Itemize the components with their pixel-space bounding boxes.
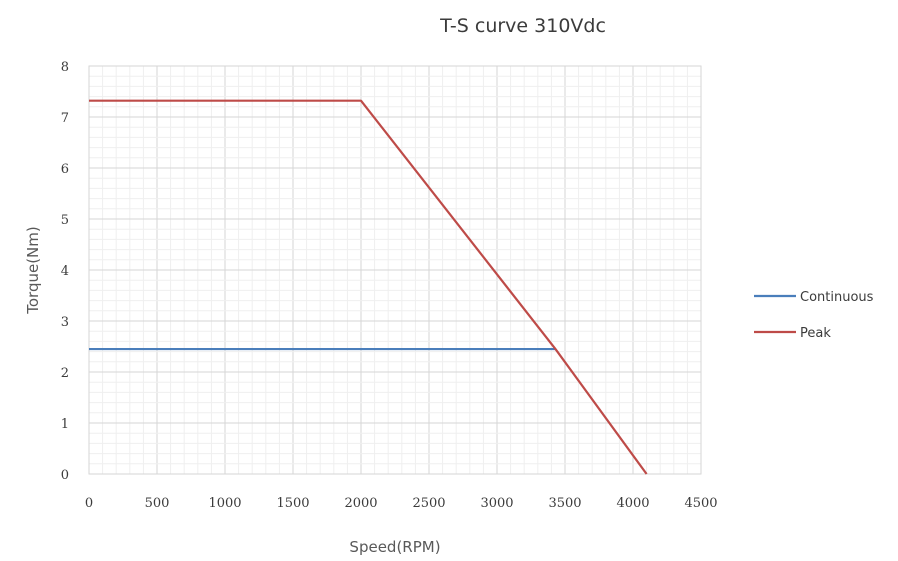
y-tick-label: 7	[61, 111, 69, 126]
x-tick-label: 4000	[616, 496, 649, 511]
legend-label-peak: Peak	[800, 326, 831, 341]
x-tick-label: 1000	[208, 496, 241, 511]
y-tick-label: 4	[61, 264, 69, 279]
series-line-peak	[89, 101, 647, 474]
y-tick-label: 3	[61, 315, 69, 330]
x-tick-label: 3000	[480, 496, 513, 511]
x-tick-label: 0	[85, 496, 93, 511]
legend: Continuous Peak	[754, 290, 874, 341]
x-tick-label: 2500	[412, 496, 445, 511]
y-tick-label: 5	[61, 213, 69, 228]
y-tick-label: 6	[61, 162, 69, 177]
chart-title: T-S curve 310Vdc	[439, 15, 606, 37]
x-tick-label: 2000	[344, 496, 377, 511]
grid-lines	[89, 66, 701, 474]
y-tick-label: 2	[61, 366, 69, 381]
y-tick-label: 0	[61, 468, 69, 483]
series-lines	[89, 101, 647, 474]
y-axis-label: Torque(Nm)	[24, 226, 42, 315]
x-tick-label: 500	[145, 496, 170, 511]
x-axis-label: Speed(RPM)	[349, 538, 440, 556]
x-tick-label: 3500	[548, 496, 581, 511]
legend-label-continuous: Continuous	[800, 290, 874, 305]
x-tick-label: 1500	[276, 496, 309, 511]
x-axis-ticks: 0 500 1000 1500 2000 2500 3000 3500 4000 4500	[85, 496, 718, 511]
y-tick-label: 1	[61, 417, 69, 432]
x-tick-label: 4500	[684, 496, 717, 511]
y-tick-label: 8	[61, 60, 69, 75]
y-axis-ticks: 0 1 2 3 4 5 6 7 8	[61, 60, 69, 483]
